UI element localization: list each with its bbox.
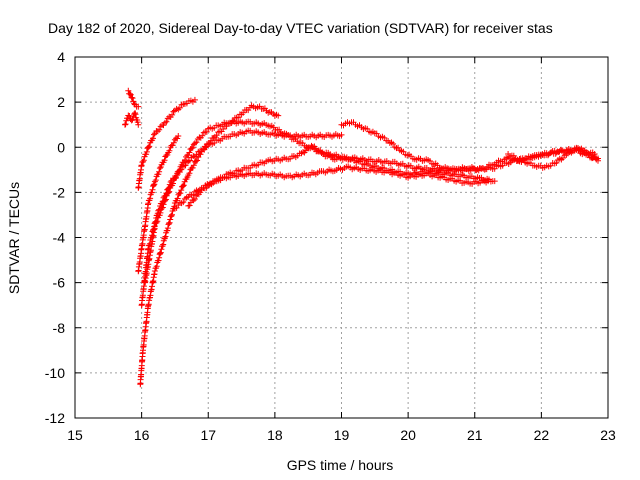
series-track-d [135,132,182,275]
y-tick-label: -10 [45,365,65,381]
series-track-b [122,110,142,128]
y-tick-label: -12 [45,410,65,426]
x-tick-label: 21 [467,427,483,443]
y-tick-label: -8 [53,320,66,336]
y-tick-label: -6 [53,275,66,291]
y-axis-label: SDTVAR / TECUs [6,182,22,294]
x-tick-label: 22 [534,427,550,443]
series-track-j [338,119,602,174]
marker-path [122,110,142,128]
y-tick-label: 4 [57,49,65,65]
x-axis-label: GPS time / hours [287,457,394,473]
y-tick-label: -2 [53,184,66,200]
marker-path [137,102,282,388]
y-tick-label: 0 [57,139,65,155]
x-tick-label: 15 [67,427,83,443]
marker-path [135,96,198,191]
y-tick-label: -4 [53,230,66,246]
marker-path [135,132,182,275]
x-tick-label: 19 [334,427,350,443]
y-tick-label: 2 [57,94,65,110]
chart-title: Day 182 of 2020, Sidereal Day-to-day VTE… [48,20,553,36]
y-axis-ticks: -12 -10 -8 -6 -4 -2 0 2 4 [45,49,608,426]
marker-path [505,144,602,171]
marker-path [125,87,142,110]
x-tick-label: 20 [400,427,416,443]
x-tick-label: 16 [134,427,150,443]
series-track-a [125,87,142,110]
series-track-k [505,144,602,171]
series-track-c [135,96,198,191]
x-tick-label: 23 [600,427,616,443]
x-tick-label: 18 [267,427,283,443]
series-track-e [137,102,282,388]
x-axis-ticks: 15 16 17 18 19 20 21 22 23 [67,57,616,443]
x-tick-label: 17 [200,427,216,443]
marker-path [338,119,602,174]
data-markers [122,87,602,388]
